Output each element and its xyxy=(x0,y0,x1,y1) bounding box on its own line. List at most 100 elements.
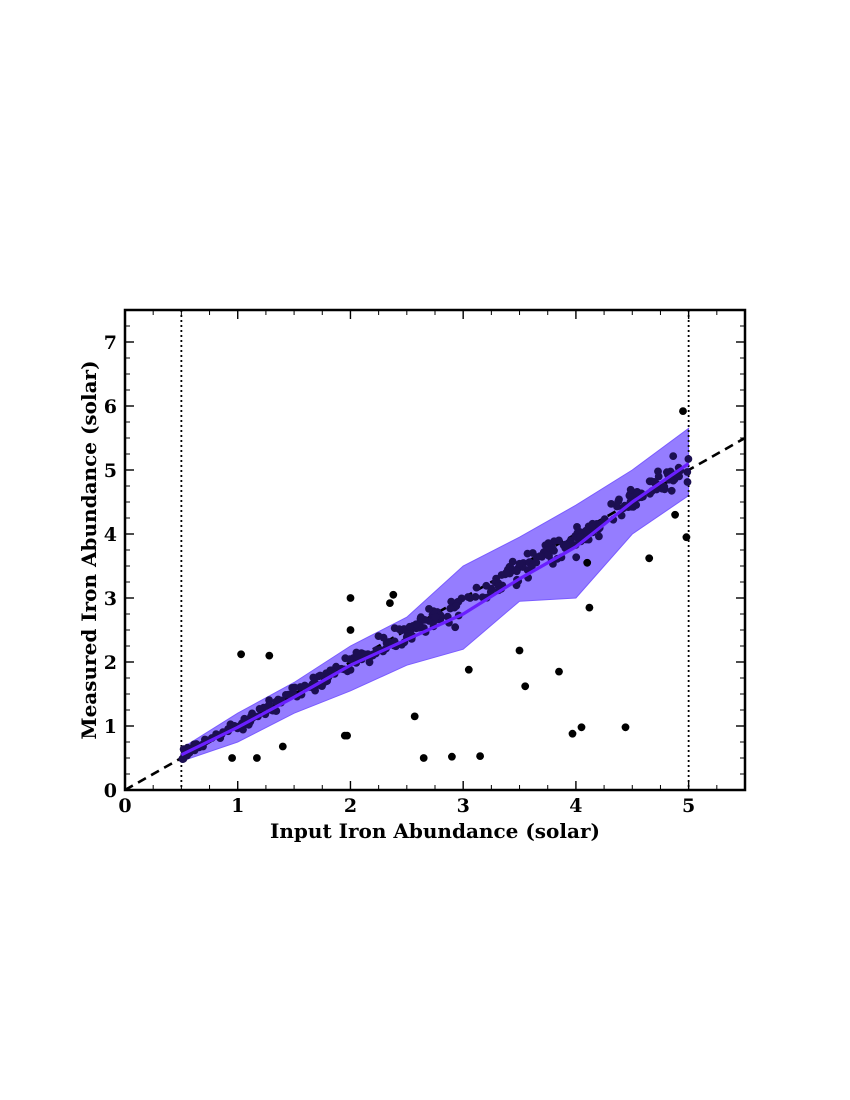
y-tick-label: 0 xyxy=(104,780,117,802)
y-tick-label: 3 xyxy=(104,588,117,610)
outlier-point xyxy=(389,590,398,599)
data-point xyxy=(684,455,693,463)
data-point xyxy=(523,549,532,558)
data-point xyxy=(582,526,590,535)
outlier-point xyxy=(555,667,563,676)
data-point xyxy=(353,649,362,658)
outlier-point xyxy=(386,599,394,607)
y-tick-label: 7 xyxy=(104,332,117,354)
outlier-point xyxy=(621,723,630,732)
data-point xyxy=(345,655,354,663)
data-point xyxy=(264,701,273,710)
data-point xyxy=(309,673,318,682)
data-point xyxy=(417,613,425,622)
x-tick-label: 0 xyxy=(118,795,131,817)
y-tick-label: 5 xyxy=(104,460,117,482)
data-point xyxy=(667,486,676,495)
data-point xyxy=(572,553,581,562)
data-point xyxy=(508,557,517,566)
outlier-point xyxy=(682,533,691,542)
data-point xyxy=(548,544,557,553)
data-point xyxy=(446,604,455,613)
plot-area xyxy=(125,310,745,790)
median-line xyxy=(180,462,690,757)
outlier-point xyxy=(253,754,261,762)
outlier-point xyxy=(419,754,428,762)
outlier-point xyxy=(568,729,577,738)
outlier-point xyxy=(585,603,594,612)
outlier-point xyxy=(448,752,456,761)
outlier-point xyxy=(265,651,274,660)
outlier-point xyxy=(340,731,349,740)
points-layer xyxy=(178,407,693,763)
data-point xyxy=(472,583,481,592)
data-point xyxy=(562,541,571,549)
data-point xyxy=(669,452,678,460)
x-tick-label: 1 xyxy=(231,795,244,817)
data-point xyxy=(614,497,623,506)
outlier-point xyxy=(228,754,237,762)
outlier-point xyxy=(521,682,530,691)
data-point xyxy=(536,552,544,560)
data-point xyxy=(487,586,496,595)
data-point xyxy=(284,690,293,699)
data-point xyxy=(316,671,325,680)
data-point xyxy=(395,625,404,634)
data-point xyxy=(595,532,603,541)
x-tick-label: 4 xyxy=(569,795,582,817)
data-point xyxy=(255,705,264,713)
data-point xyxy=(555,536,563,545)
data-point xyxy=(425,605,433,613)
data-point xyxy=(683,478,692,486)
outlier-point xyxy=(515,646,524,655)
plot-frame xyxy=(123,308,747,792)
data-point xyxy=(451,623,460,632)
data-point xyxy=(544,551,553,559)
outlier-point xyxy=(278,742,287,751)
data-point xyxy=(482,581,491,590)
data-point xyxy=(464,593,472,601)
outlier-point xyxy=(645,554,654,563)
data-point xyxy=(405,622,414,631)
data-point xyxy=(544,539,553,547)
data-point xyxy=(512,567,521,576)
data-point xyxy=(497,571,506,579)
data-point xyxy=(412,620,420,629)
outlier-point xyxy=(679,407,687,415)
outlier-point xyxy=(583,558,592,567)
data-point xyxy=(629,503,638,511)
data-point xyxy=(431,613,440,622)
y-tick-label: 4 xyxy=(104,524,117,546)
y-axis-label: Measured Iron Abundance (solar) xyxy=(77,360,101,739)
data-point xyxy=(650,478,658,486)
tick-labels: 0 1 2 3 4 5 0 1 2 3 4 5 6 7 xyxy=(104,332,695,817)
median-layer xyxy=(180,462,690,757)
reference-lines xyxy=(125,310,745,790)
data-point xyxy=(626,485,635,494)
data-point xyxy=(515,559,524,568)
x-axis-label: Input Iron Abundance (solar) xyxy=(270,819,600,843)
data-point xyxy=(532,558,541,567)
y-tick-label: 1 xyxy=(104,716,117,738)
x-tick-label: 2 xyxy=(344,795,357,817)
y-tick-label: 2 xyxy=(104,652,117,674)
data-point xyxy=(654,472,663,481)
y-tick-label: 6 xyxy=(104,396,117,418)
outlier-point xyxy=(577,723,586,732)
data-point xyxy=(607,500,616,508)
data-point xyxy=(573,523,581,531)
data-point xyxy=(226,720,235,729)
data-point xyxy=(452,602,461,610)
outlier-point xyxy=(671,510,679,519)
x-tick-label: 3 xyxy=(457,795,470,817)
outlier-point xyxy=(476,752,484,760)
outlier-point xyxy=(410,712,419,721)
outlier-point xyxy=(346,594,355,602)
data-point xyxy=(360,650,368,659)
outlier-point xyxy=(237,650,246,659)
outlier-point xyxy=(464,665,473,674)
data-point xyxy=(588,523,597,532)
data-point xyxy=(683,468,692,476)
data-point xyxy=(576,533,585,541)
